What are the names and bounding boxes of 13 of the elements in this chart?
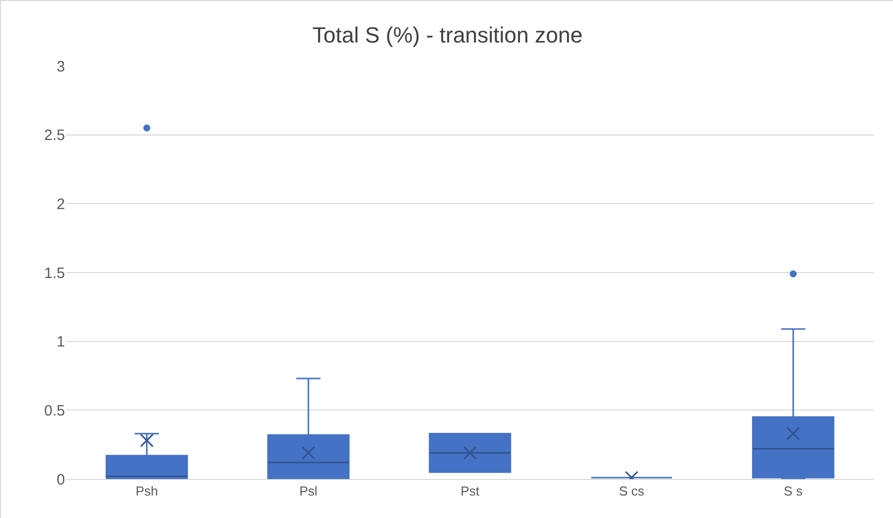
y-tick-label: 2.5 <box>44 127 65 144</box>
y-tick-label: 0.5 <box>44 402 65 420</box>
x-tick-label: S s <box>784 484 804 499</box>
x-tick-label: Psl <box>299 484 318 499</box>
x-tick-label: Psh <box>136 484 158 499</box>
y-tick-label: 3 <box>56 58 65 76</box>
x-tick-label: Pst <box>460 484 480 499</box>
y-tick-label: 0 <box>56 471 65 488</box>
chart-title: Total S (%) - transition zone <box>312 22 583 48</box>
y-tick-label: 1.5 <box>44 264 65 282</box>
x-tick-label: S cs <box>618 484 645 499</box>
y-tick-label: 2 <box>56 196 65 213</box>
y-tick-label: 1 <box>56 334 65 351</box>
